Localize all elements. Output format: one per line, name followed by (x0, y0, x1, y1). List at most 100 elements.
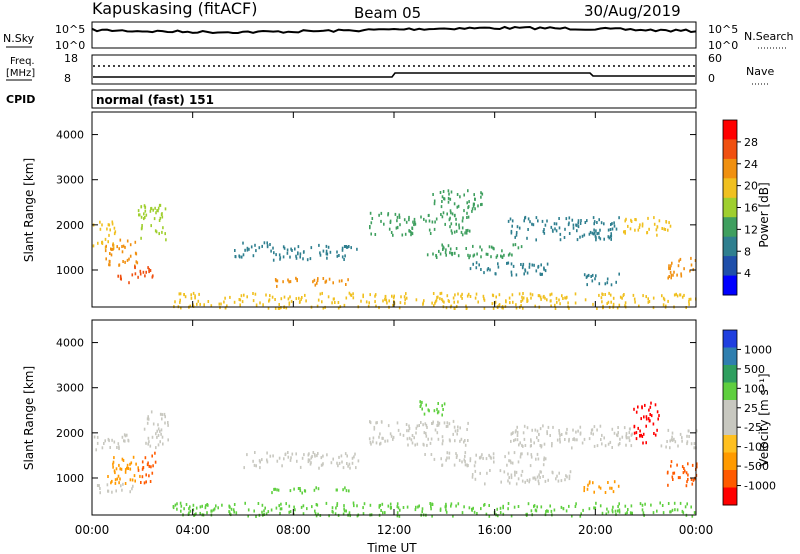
heatmap-cell (572, 226, 575, 230)
heatmap-cell (266, 458, 268, 462)
heatmap-cell (190, 296, 193, 300)
heatmap-cell (276, 459, 279, 463)
heatmap-cell (144, 216, 146, 219)
heatmap-cell (541, 219, 544, 223)
heatmap-cell (533, 476, 536, 480)
heatmap-cell (297, 487, 300, 490)
heatmap-cell (315, 503, 318, 506)
heatmap-cell (448, 438, 451, 442)
heatmap-cell (301, 296, 303, 299)
heatmap-cell (423, 412, 426, 416)
colorbar-swatch (723, 139, 737, 160)
heatmap-cell (148, 267, 150, 271)
heatmap-cell (280, 507, 283, 511)
heatmap-cell (453, 202, 456, 206)
heatmap-cell (650, 503, 652, 507)
heatmap-cell (458, 226, 461, 230)
heatmap-cell (551, 444, 553, 448)
heatmap-cell (261, 510, 263, 514)
heatmap-cell (645, 295, 647, 299)
heatmap-cell (540, 505, 543, 509)
heatmap-cell (607, 510, 610, 514)
heatmap-cell (183, 293, 185, 297)
heatmap-cell (305, 299, 307, 303)
heatmap-cell (483, 297, 485, 301)
heatmap-cell (142, 466, 145, 469)
heatmap-cell (510, 461, 512, 465)
heatmap-cell (291, 452, 294, 456)
heatmap-cell (345, 489, 348, 493)
heatmap-cell (618, 272, 620, 276)
heatmap-cell (604, 491, 607, 494)
heatmap-cell (437, 402, 439, 405)
heatmap-cell (465, 307, 468, 310)
heatmap-cell (257, 502, 260, 505)
heatmap-cell (414, 508, 417, 512)
heatmap-cell (398, 306, 401, 310)
heatmap-cell (654, 403, 657, 407)
heatmap-cell (105, 244, 107, 248)
heatmap-cell (671, 435, 673, 439)
heatmap-cell (688, 302, 690, 306)
heatmap-cell (485, 457, 488, 461)
heatmap-cell (528, 265, 531, 269)
heatmap-cell (336, 254, 339, 258)
heatmap-cell (255, 303, 258, 307)
heatmap-cell (566, 295, 568, 299)
heatmap-cell (544, 479, 547, 483)
heatmap-cell (252, 459, 254, 463)
heatmap-cell (283, 246, 286, 250)
heatmap-cell (124, 245, 126, 249)
heatmap-cell (539, 444, 542, 447)
heatmap-cell (455, 456, 458, 459)
heatmap-cell (310, 456, 313, 460)
heatmap-cell (128, 257, 130, 261)
heatmap-cell (431, 301, 433, 305)
heatmap-cell (302, 257, 304, 261)
heatmap-cell (568, 232, 571, 235)
heatmap-cell (134, 251, 137, 255)
y-tick-label: 1000 (56, 472, 84, 485)
heatmap-cell (690, 263, 693, 267)
heatmap-cell (437, 437, 440, 441)
heatmap-cell (316, 281, 318, 285)
heatmap-cell (274, 487, 276, 491)
heatmap-cell (456, 193, 459, 196)
heatmap-cell (114, 478, 117, 482)
heatmap-cell (118, 247, 120, 251)
heatmap-cell (144, 274, 146, 278)
time-x-axis: 00:00 04:00 08:00 12:00 16:00 20:00 00:00 (75, 112, 713, 537)
heatmap-cell (475, 266, 478, 270)
heatmap-cell (683, 467, 685, 470)
heatmap-cell (439, 191, 442, 194)
heatmap-cell (588, 507, 591, 511)
heatmap-cell (194, 296, 196, 300)
heatmap-cell (350, 246, 352, 250)
heatmap-cell (360, 299, 362, 303)
heatmap-cell (108, 439, 110, 443)
heatmap-cell (653, 432, 655, 435)
heatmap-cell (167, 421, 169, 424)
heatmap-cell (607, 228, 610, 232)
heatmap-cell (659, 501, 661, 505)
heatmap-cell (550, 299, 552, 303)
heatmap-cell (367, 304, 370, 308)
heatmap-cell (352, 296, 355, 300)
heatmap-cell (681, 509, 684, 513)
heatmap-cell (616, 434, 619, 438)
heatmap-cell (246, 295, 248, 299)
heatmap-cell (584, 298, 587, 302)
heatmap-cell (541, 272, 543, 276)
heatmap-cell (110, 253, 113, 257)
heatmap-cell (310, 461, 312, 465)
heatmap-cell (437, 420, 439, 424)
heatmap-cell (96, 484, 99, 487)
heatmap-cell (147, 266, 149, 270)
heatmap-cell (108, 259, 111, 263)
heatmap-cell (566, 427, 568, 431)
heatmap-cell (520, 473, 523, 477)
heatmap-cell (348, 511, 351, 515)
heatmap-cell (111, 222, 114, 226)
heatmap-cell (623, 230, 625, 234)
heatmap-cell (641, 405, 643, 409)
